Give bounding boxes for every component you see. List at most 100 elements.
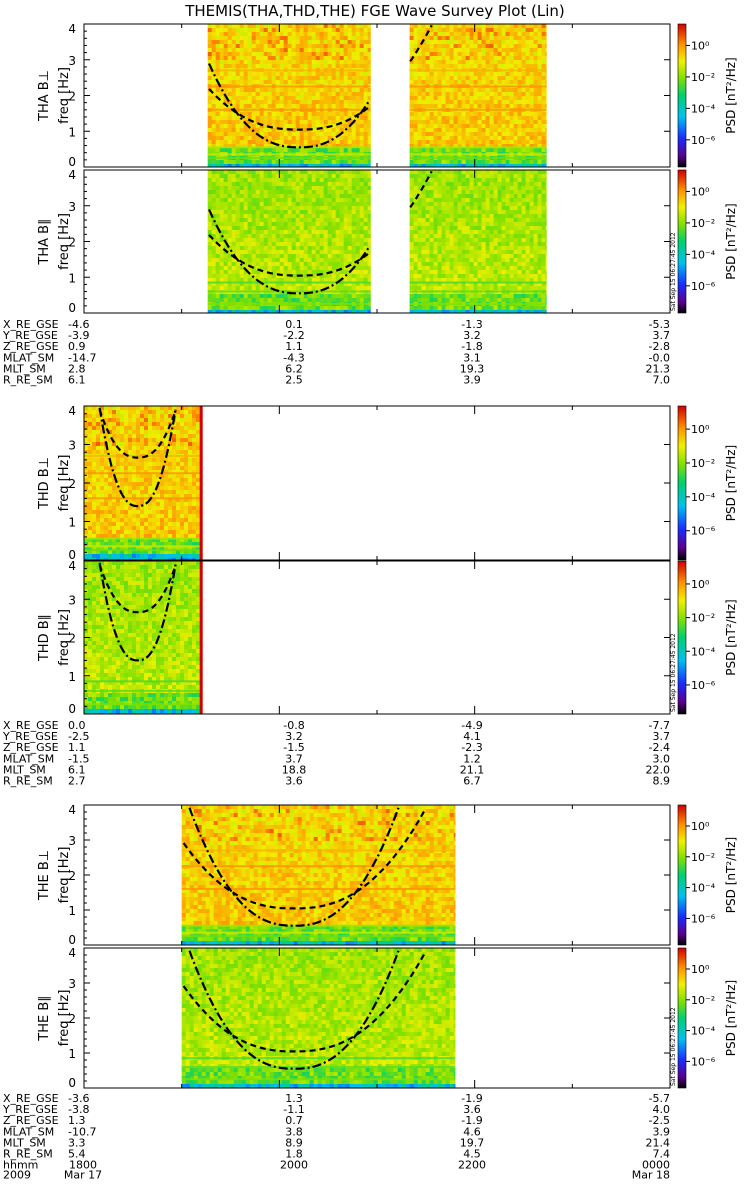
spectrogram-cell — [469, 120, 474, 125]
spectrogram-cell — [437, 160, 442, 165]
spectrogram-cell — [331, 306, 336, 311]
spectrogram-cell — [465, 60, 470, 65]
spectrogram-cell — [303, 60, 308, 65]
spectrogram-cell — [489, 218, 494, 223]
chart-title: THEMIS(THA,THD,THE) FGE Wave Survey Plot… — [184, 2, 565, 20]
spectrogram-cell — [343, 24, 348, 29]
spectrogram-cell — [259, 190, 264, 195]
spectrogram-cell — [335, 174, 340, 179]
spectrogram-cell — [267, 136, 272, 141]
spectrogram-cell — [421, 72, 426, 77]
spectrogram-cell — [291, 76, 296, 81]
spectrogram-cell — [263, 234, 268, 239]
spectrogram-cell — [343, 72, 348, 77]
spectrogram-cell — [417, 190, 422, 195]
spectrogram-cell — [215, 230, 220, 235]
spectrogram-cell — [299, 136, 304, 141]
spectrogram-cell — [315, 56, 320, 61]
spectrogram-cell — [441, 36, 446, 41]
spectrogram-cell — [235, 64, 240, 69]
spectrogram-cell — [481, 52, 486, 57]
spectrogram-cell — [323, 306, 328, 311]
spectrogram-cell — [211, 92, 216, 97]
spectrogram-cell — [235, 24, 240, 29]
spectrogram-cell — [303, 136, 308, 141]
spectrogram-cell — [219, 144, 224, 149]
spectrogram-cell — [311, 88, 316, 93]
spectrogram-cell — [497, 116, 502, 121]
spectrogram-cell — [421, 210, 426, 215]
spectrogram-cell — [421, 92, 426, 97]
spectrogram-cell — [465, 164, 470, 168]
spectrogram-cell — [279, 140, 284, 145]
spectrogram-cell — [339, 266, 344, 271]
spectrogram-cell — [537, 120, 542, 125]
spectrogram-cell — [363, 226, 368, 231]
spectrogram-cell — [251, 246, 256, 251]
spectrogram-cell — [545, 64, 547, 69]
spectrogram-cell — [441, 60, 446, 65]
spectrogram-cell — [295, 124, 300, 129]
spectrogram-cell — [331, 160, 336, 165]
spectrogram-cell — [339, 44, 344, 49]
spectrogram-cell — [367, 52, 371, 57]
spectrogram-cell — [319, 164, 324, 168]
spectrogram-cell — [275, 214, 280, 219]
spectrogram-cell — [319, 60, 324, 65]
spectrogram-cell — [433, 170, 438, 175]
spectrogram-cell — [363, 194, 368, 199]
spectrogram-cell — [425, 92, 430, 97]
spectrogram-cell — [347, 112, 352, 117]
spectrogram-cell — [227, 112, 232, 117]
spectrogram-cell — [489, 88, 494, 93]
spectrogram-cell — [343, 76, 348, 81]
spectrogram-cell — [215, 124, 220, 129]
spectrogram-cell — [461, 36, 466, 41]
spectrogram-cell — [319, 80, 324, 85]
spectrogram-cell — [335, 40, 340, 45]
spectrogram-cell — [215, 198, 220, 203]
spectrogram-cell — [457, 222, 462, 227]
spectrogram-cell — [295, 76, 300, 81]
spectrogram-cell — [533, 80, 538, 85]
spectrogram-cell — [473, 136, 478, 141]
spectrogram-cell — [235, 120, 240, 125]
spectrogram-cell — [303, 160, 308, 165]
spectrogram-cell — [251, 96, 256, 101]
spectrogram-cell — [509, 28, 514, 33]
spectrogram-cell — [433, 270, 438, 275]
spectrogram-cell — [537, 64, 542, 69]
spectrogram-cell — [271, 32, 276, 37]
spectrogram-cell — [247, 178, 252, 183]
spectrogram-cell — [211, 80, 216, 85]
spectrogram-cell — [299, 28, 304, 33]
spectrogram-cell — [215, 210, 220, 215]
spectrogram-cell — [473, 120, 478, 125]
spectrogram-cell — [473, 210, 478, 215]
spectrogram-cell — [215, 246, 220, 251]
spectrogram-cell — [243, 190, 248, 195]
spectrogram-cell — [537, 44, 542, 49]
spectrogram-cell — [441, 48, 446, 53]
spectrogram-cell — [251, 170, 256, 175]
spectrogram-cell — [343, 140, 348, 145]
spectrogram-cell — [417, 282, 422, 287]
spectrogram-cell — [211, 310, 216, 314]
spectrogram-cell — [457, 218, 462, 223]
spectrogram-cell — [461, 274, 466, 279]
spectrogram-cell — [231, 124, 236, 129]
spectrogram-cell — [211, 230, 216, 235]
spectrogram-cell — [367, 238, 371, 243]
spectrogram-cell — [267, 64, 272, 69]
spectrogram-cell — [509, 40, 514, 45]
spectrogram-cell — [453, 282, 458, 287]
spectrogram-cell — [477, 80, 482, 85]
spectrogram-cell — [319, 218, 324, 223]
spectrogram-cell — [263, 112, 268, 117]
spectrogram-cell — [227, 104, 232, 109]
spectrogram-cell — [315, 48, 320, 53]
spectrogram-cell — [445, 72, 450, 77]
spectrogram-cell — [223, 258, 228, 263]
spectrogram-cell — [449, 132, 454, 137]
spectrogram-cell — [307, 174, 312, 179]
